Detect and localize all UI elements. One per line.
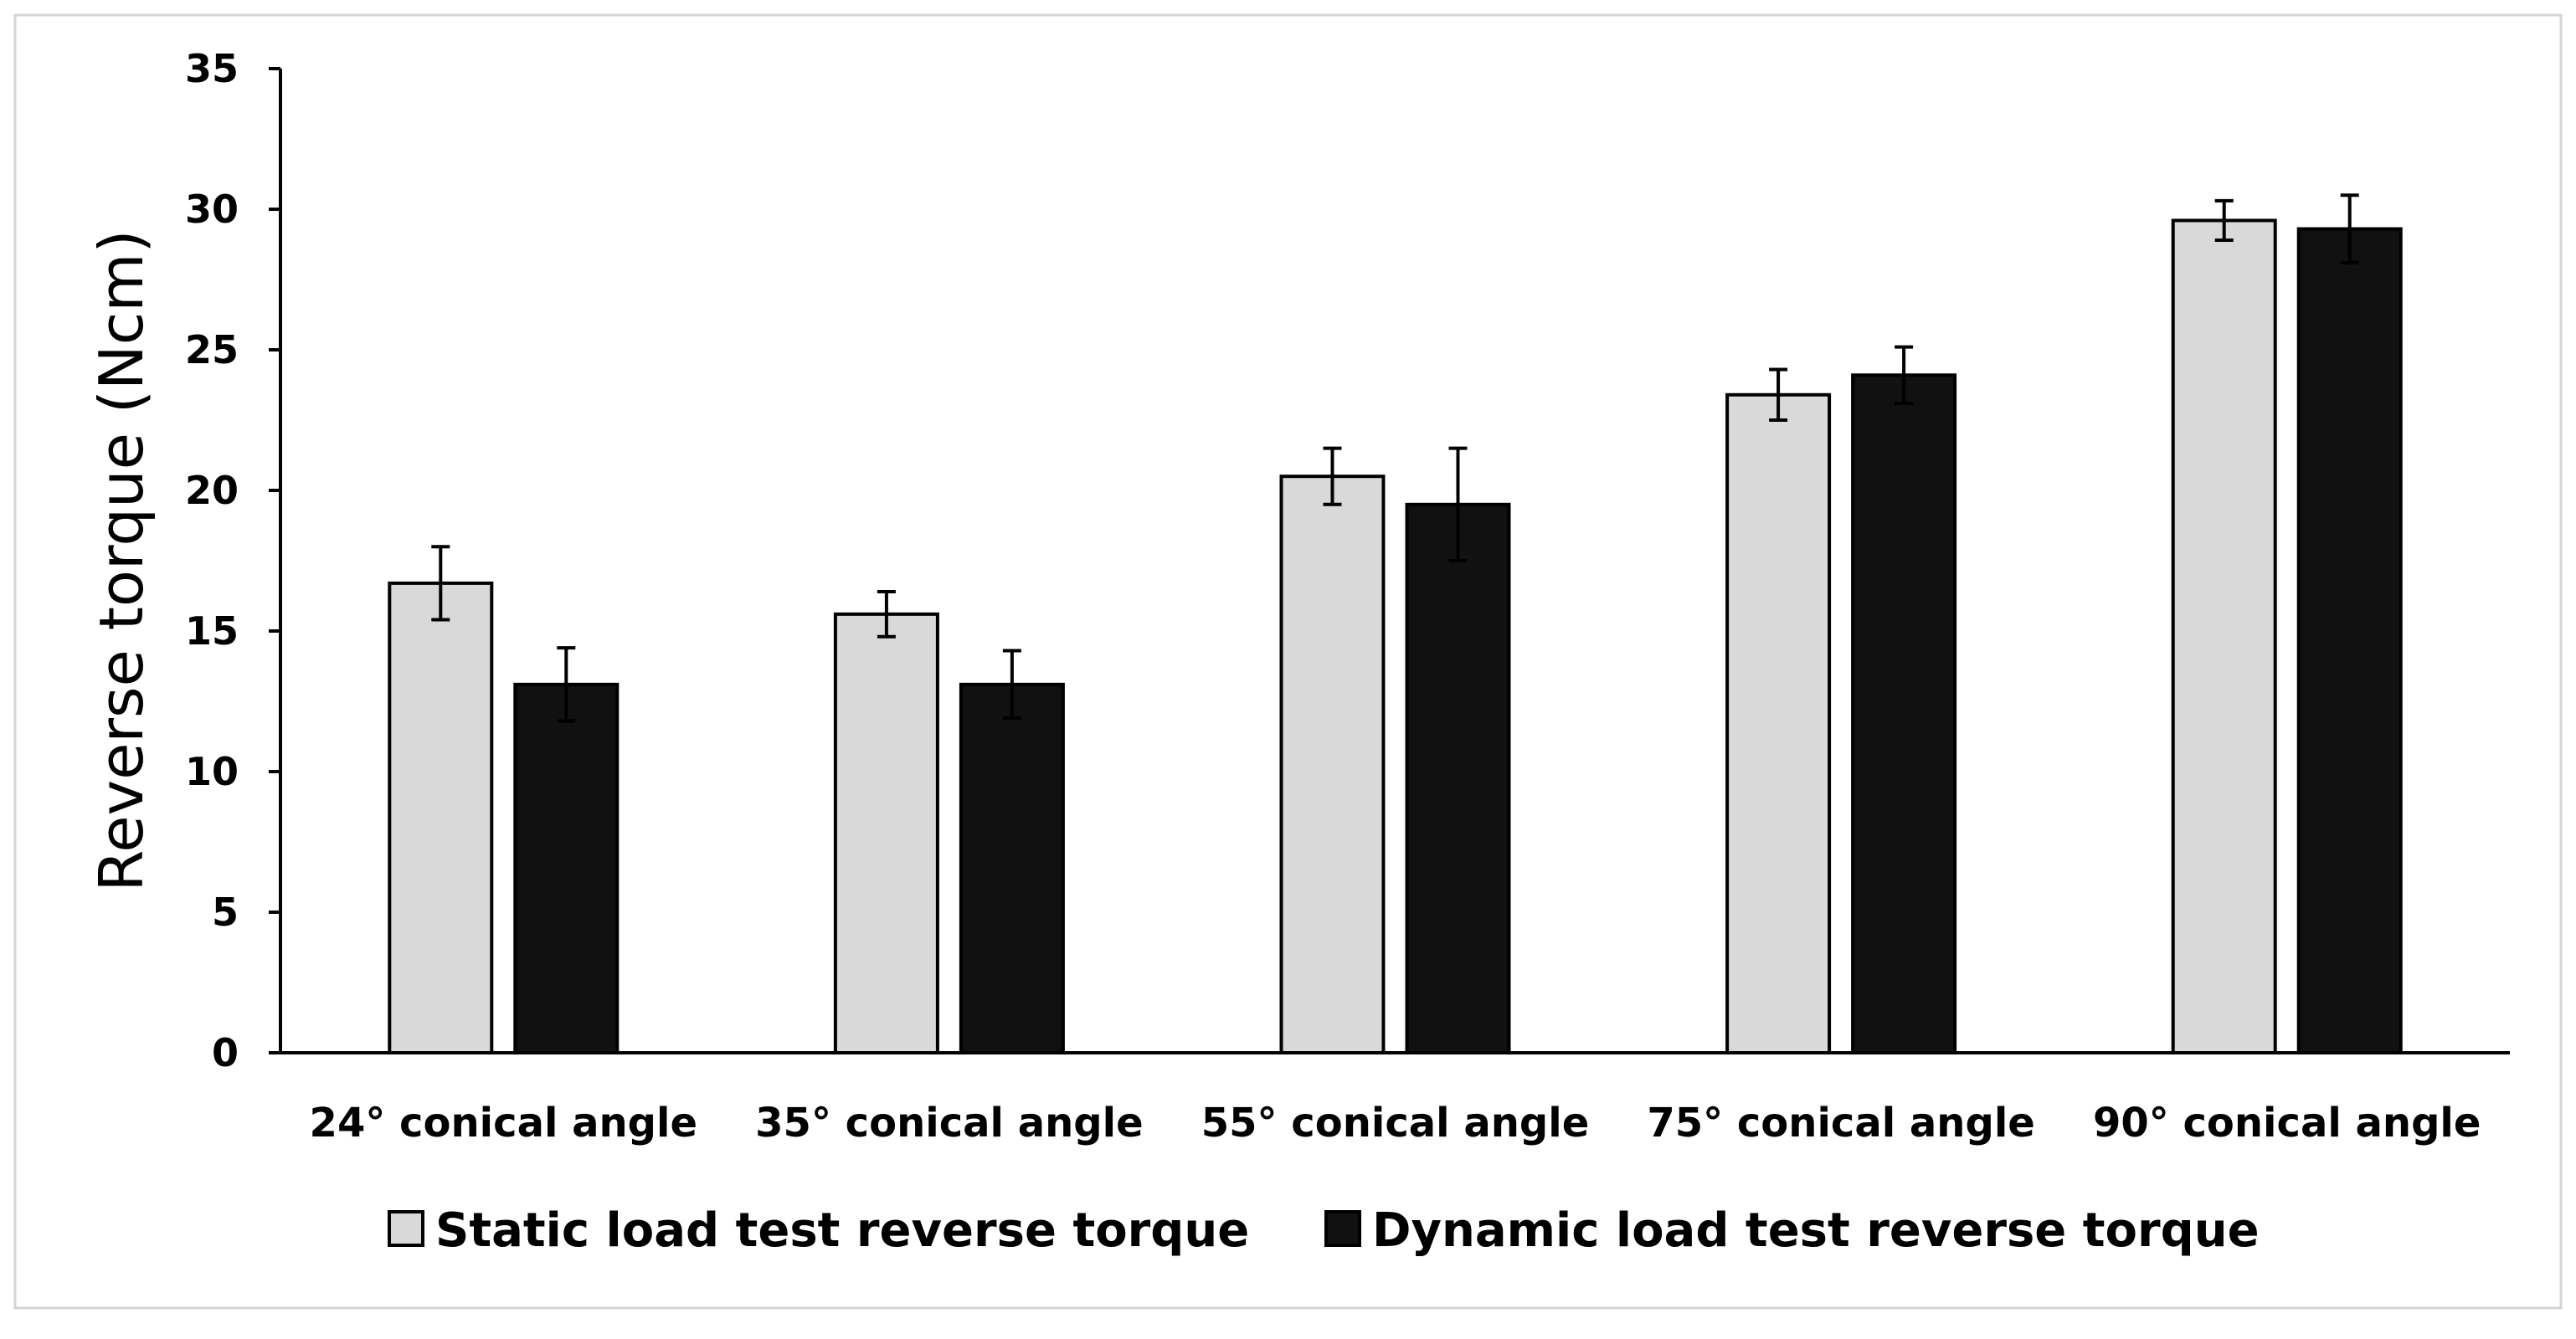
y-tick-label: 30 (185, 187, 239, 232)
bar-dynamic (2296, 227, 2403, 1054)
error-bars (431, 193, 2359, 723)
y-tick-label: 25 (185, 327, 239, 372)
y-tick-label: 35 (185, 46, 239, 91)
legend-label-dynamic: Dynamic load test reverse torque (1372, 1203, 2260, 1258)
bar-static (2171, 218, 2277, 1054)
y-tick-label: 0 (212, 1030, 239, 1075)
bar-dynamic (959, 682, 1065, 1055)
legend-label-static: Static load test reverse torque (435, 1203, 1249, 1258)
legend-swatch-dynamic (1324, 1210, 1361, 1247)
bar-static (833, 612, 939, 1054)
bar-dynamic (1405, 502, 1511, 1054)
y-tick-label: 20 (185, 468, 239, 513)
bars (388, 218, 2403, 1055)
y-tick-label: 10 (185, 749, 239, 794)
bar-static (388, 581, 494, 1054)
y-axis-title: Reverse torque (Ncm) (86, 229, 157, 891)
legend: Static load test reverse torque Dynamic … (388, 1203, 2260, 1258)
x-category-label: 90° conical angle (2093, 1100, 2481, 1147)
y-tick-label: 5 (212, 890, 239, 935)
bar-dynamic (1851, 373, 1957, 1054)
x-axis-labels: 24° conical angle 35° conical angle 55° co… (310, 1100, 2481, 1147)
bar-static (1725, 392, 1832, 1054)
y-tick-label: 15 (185, 608, 239, 654)
y-axis-ticks: 0 5 10 15 20 25 30 35 (185, 46, 280, 1075)
legend-swatch-static (388, 1210, 424, 1247)
bar-dynamic (513, 682, 620, 1055)
x-category-label: 75° conical angle (1647, 1100, 2035, 1147)
x-category-label: 24° conical angle (310, 1100, 698, 1147)
x-category-label: 55° conical angle (1201, 1100, 1590, 1147)
x-category-label: 35° conical angle (755, 1100, 1144, 1147)
bar-static (1279, 475, 1386, 1054)
